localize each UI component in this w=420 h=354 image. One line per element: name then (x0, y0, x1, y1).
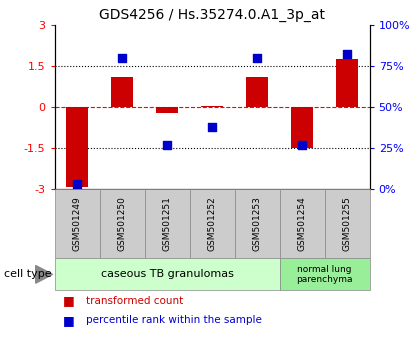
Text: GSM501249: GSM501249 (73, 196, 81, 251)
Point (119, 55, 126, 61)
Text: ■: ■ (63, 295, 75, 307)
Point (299, 142, 305, 148)
Text: transformed count: transformed count (86, 296, 184, 306)
Point (164, 142, 171, 148)
Text: normal lung
parenchyma: normal lung parenchyma (297, 265, 353, 284)
Text: caseous TB granulomas: caseous TB granulomas (101, 269, 234, 279)
Text: GSM501252: GSM501252 (207, 196, 217, 251)
Bar (291, 107, 313, 148)
Text: GSM501250: GSM501250 (118, 196, 126, 251)
Text: percentile rank within the sample: percentile rank within the sample (86, 315, 262, 325)
Bar (201, 106, 223, 107)
Text: ■: ■ (63, 314, 75, 327)
Text: GSM501251: GSM501251 (163, 196, 172, 251)
Text: GSM501253: GSM501253 (252, 196, 262, 251)
Bar (336, 59, 358, 107)
Point (74, 182, 81, 187)
Bar (156, 107, 178, 113)
Text: GSM501255: GSM501255 (343, 196, 352, 251)
Point (344, 52, 350, 57)
Bar (111, 77, 134, 107)
Point (254, 55, 260, 61)
Bar (246, 77, 268, 107)
Text: cell type: cell type (4, 269, 52, 279)
Text: GSM501254: GSM501254 (298, 196, 307, 251)
Point (209, 124, 215, 130)
Title: GDS4256 / Hs.35274.0.A1_3p_at: GDS4256 / Hs.35274.0.A1_3p_at (99, 8, 325, 22)
Bar (66, 107, 88, 187)
